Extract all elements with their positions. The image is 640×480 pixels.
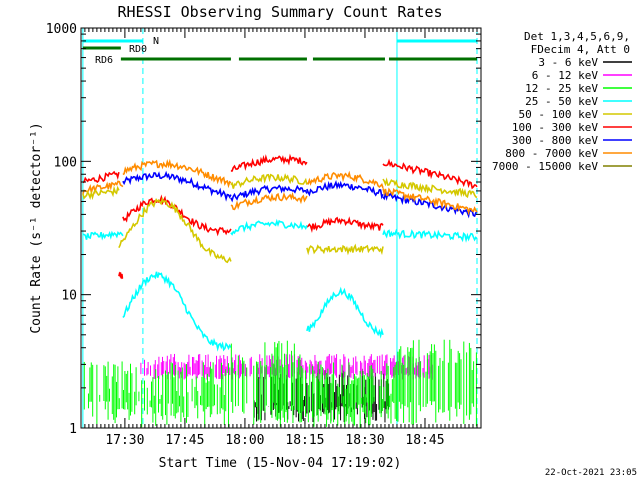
legend-label: 7000 - 15000 keV [492, 160, 598, 173]
series-trace [306, 243, 384, 256]
legend: Det 1,3,4,5,6,9,FDecim 4, Att 03 - 6 keV… [492, 30, 632, 173]
rd0-label: RD0 [129, 44, 147, 55]
legend-label: 12 - 25 keV [525, 82, 598, 95]
footer-timestamp: 22-Oct-2021 23:05 [545, 468, 637, 478]
y-axis: 1 10 100 1000 [46, 22, 481, 437]
series-trace [230, 173, 308, 189]
series-trace [382, 177, 478, 199]
series-trace [230, 184, 308, 203]
chart-title: RHESSI Observing Summary Count Rates [117, 3, 442, 21]
series-trace [82, 230, 124, 241]
rd6-label: RD6 [95, 55, 113, 66]
x-axis: 17:30 17:45 18:00 18:15 18:30 18:45 [84, 28, 478, 448]
series-trace [82, 180, 124, 195]
legend-label: 25 - 50 keV [525, 95, 598, 108]
x-tick-label: 18:30 [345, 433, 384, 448]
series-trace [122, 170, 232, 202]
series-trace [230, 218, 308, 236]
series-trace [230, 191, 308, 211]
legend-label: 6 - 12 keV [532, 69, 599, 82]
legend-header: Det 1,3,4,5,6,9, [524, 30, 630, 43]
series-trace [382, 228, 478, 243]
series-trace [122, 158, 232, 189]
series-50-100-kev [82, 173, 478, 264]
series-trace [382, 187, 478, 216]
series-trace [306, 286, 384, 339]
y-tick-label: 10 [61, 289, 77, 304]
series-trace [382, 158, 478, 190]
legend-label: 50 - 100 keV [519, 108, 599, 121]
series-trace [82, 185, 120, 201]
series-100-300-kev [82, 153, 478, 280]
series-trace [122, 271, 232, 352]
series-trace [306, 170, 384, 189]
y-axis-label: Count Rate (s⁻¹ detector⁻¹) [29, 122, 44, 333]
series-trace [230, 153, 308, 172]
series-trace [82, 170, 120, 184]
x-axis-label: Start Time (15-Nov-04 17:19:02) [159, 456, 402, 471]
x-tick-label: 18:15 [285, 433, 324, 448]
legend-label: 800 - 7000 keV [505, 147, 598, 160]
y-tick-label: 100 [54, 155, 77, 170]
legend-label: 100 - 300 keV [512, 121, 598, 134]
series-800-7000-kev [82, 158, 478, 216]
series-trace [118, 271, 124, 280]
night-label: N [153, 36, 159, 47]
x-tick-label: 18:00 [225, 433, 264, 448]
plot-area: N RD0 RD6 [82, 28, 478, 428]
series-trace [306, 216, 384, 233]
x-tick-label: 17:45 [165, 433, 204, 448]
y-tick-label: 1000 [46, 22, 77, 37]
series-25-50-kev [82, 218, 478, 352]
series-trace [118, 196, 232, 264]
legend-label: 300 - 800 keV [512, 134, 598, 147]
series-12-25-kev [83, 339, 477, 428]
legend-header: FDecim 4, Att 0 [531, 43, 630, 56]
y-tick-label: 1 [69, 422, 77, 437]
legend-label: 3 - 6 keV [538, 56, 598, 69]
x-tick-label: 18:45 [405, 433, 444, 448]
x-tick-label: 17:30 [105, 433, 144, 448]
series-trace [306, 179, 384, 200]
